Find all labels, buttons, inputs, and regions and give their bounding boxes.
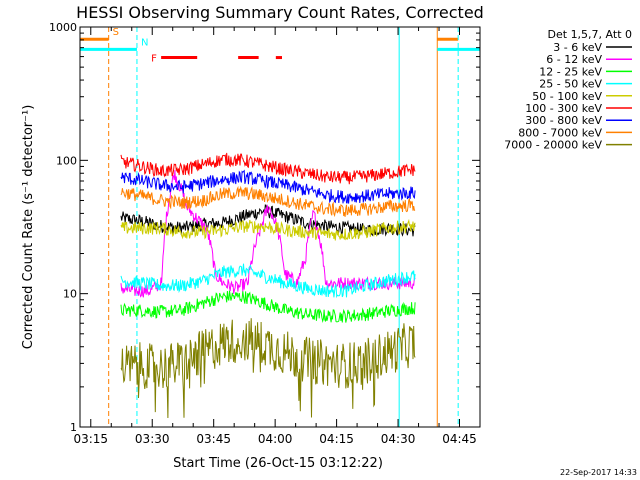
legend-label: 800 - 7000 keV	[518, 126, 602, 139]
x-tick-label: 04:15	[319, 432, 354, 446]
series-line-0	[120, 204, 416, 238]
x-axis-label: Start Time (26-Oct-15 03:12:22)	[173, 456, 383, 471]
legend-label: 100 - 300 keV	[525, 102, 602, 115]
footer-date: 22-Sep-2017 14:33	[560, 468, 637, 477]
axes: 1 10 100 1000 03:15 03:30 03:45 04:00 04:15 04:30…	[49, 21, 481, 446]
x-tick-label: 04:45	[442, 432, 477, 446]
legend-label: 6 - 12 keV	[546, 53, 602, 66]
series-line-3	[120, 263, 416, 299]
series-line-2	[120, 290, 416, 324]
legend-label: 25 - 50 keV	[539, 78, 602, 91]
legend-label: 7000 - 20000 keV	[504, 139, 602, 152]
x-tick-label: 03:30	[135, 432, 170, 446]
y-tick-label: 100	[56, 154, 77, 167]
y-tick-label: 1000	[49, 21, 77, 34]
legend-label: 3 - 6 keV	[553, 41, 602, 54]
plot-content: S NF	[80, 27, 480, 427]
legend-header: Det 1,5,7, Att 0	[548, 28, 632, 41]
x-tick-label: 04:00	[258, 432, 293, 446]
series-line-7	[120, 185, 416, 218]
x-tick-label: 03:45	[196, 432, 231, 446]
legend-label: 12 - 25 keV	[539, 65, 602, 78]
marker-label-s: S	[113, 27, 119, 38]
legend-label: 50 - 100 keV	[532, 90, 602, 103]
chart-title: HESSI Observing Summary Count Rates, Cor…	[76, 3, 484, 22]
series-line-8	[120, 318, 416, 419]
series-line-6	[120, 169, 416, 204]
series-line-4	[120, 218, 416, 241]
y-tick-label: 10	[63, 288, 77, 301]
y-tick-label: 1	[70, 421, 77, 434]
y-axis-label: Corrected Count Rate (s⁻¹ detector⁻¹)	[21, 105, 36, 350]
flare-label: F	[151, 54, 157, 65]
marker-label-n: N	[141, 37, 148, 48]
x-tick-label: 03:15	[73, 432, 108, 446]
x-tick-label: 04:30	[381, 432, 416, 446]
series-line-5	[120, 152, 416, 185]
legend-label: 300 - 800 keV	[525, 114, 602, 127]
plot-frame	[79, 26, 481, 428]
